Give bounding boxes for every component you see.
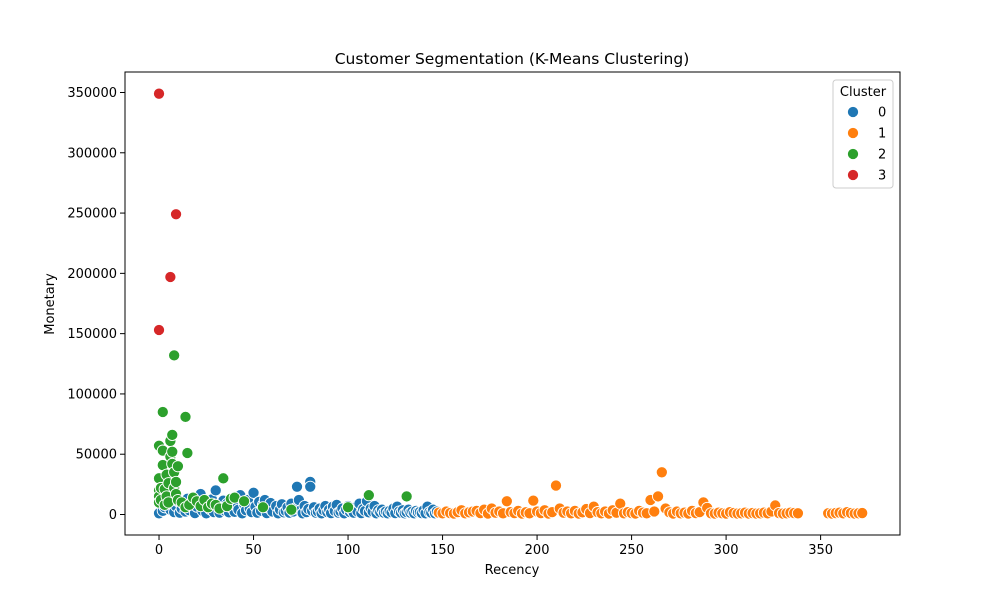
x-tick-label: 250 (619, 543, 644, 558)
point-cluster-0 (247, 486, 260, 499)
y-tick-label: 350000 (67, 86, 117, 101)
x-tick-label: 50 (245, 543, 262, 558)
legend-label-3: 3 (878, 169, 886, 184)
y-tick-label: 200000 (67, 267, 117, 282)
plot-area (125, 72, 900, 535)
point-cluster-2 (362, 489, 375, 502)
point-cluster-0 (209, 484, 222, 497)
point-cluster-2 (217, 472, 230, 485)
y-tick-label: 250000 (67, 207, 117, 222)
point-cluster-0 (290, 480, 304, 493)
legend-label-0: 0 (878, 106, 886, 121)
point-cluster-2 (168, 349, 181, 362)
point-cluster-1 (527, 494, 540, 507)
x-tick-label: 100 (336, 543, 361, 558)
legend-label-1: 1 (878, 127, 886, 142)
y-axis-label: Monetary (43, 273, 58, 335)
point-cluster-2 (171, 460, 184, 473)
point-cluster-2 (181, 446, 194, 460)
x-axis: 0 50 100 150 200 250 300 350 (155, 535, 833, 558)
point-cluster-2 (169, 475, 183, 489)
y-tick-label: 300000 (67, 146, 117, 161)
legend-marker-1 (846, 126, 860, 140)
legend-box (832, 79, 894, 189)
point-cluster-2 (179, 410, 192, 423)
y-tick-label: 0 (109, 508, 117, 523)
y-axis: 0 50000 100000 150000 200000 250000 300000 3500… (67, 86, 125, 523)
point-cluster-3 (152, 87, 166, 100)
point-cluster-3 (152, 323, 166, 337)
point-cluster-2 (238, 495, 251, 508)
legend: Cluster 0 1 2 3 (832, 79, 894, 189)
y-tick-label: 100000 (67, 387, 117, 402)
x-tick-label: 350 (808, 543, 833, 558)
point-cluster-2 (400, 490, 413, 503)
legend-marker-0 (846, 105, 860, 119)
point-cluster-1 (791, 507, 804, 520)
point-cluster-3 (169, 208, 183, 221)
y-tick-label: 50000 (76, 448, 117, 463)
chart-title: Customer Segmentation (K-Means Clusterin… (335, 50, 690, 68)
point-cluster-2 (166, 445, 179, 458)
legend-label-2: 2 (878, 148, 886, 163)
legend-title: Cluster (840, 85, 887, 100)
legend-marker-2 (846, 147, 860, 161)
point-cluster-3 (164, 270, 177, 284)
point-cluster-2 (285, 503, 298, 516)
point-cluster-1 (655, 466, 668, 479)
x-axis-label: Recency (485, 563, 540, 578)
points-layer (152, 87, 869, 520)
point-cluster-2 (166, 428, 179, 441)
point-cluster-0 (304, 480, 317, 493)
legend-marker-3 (846, 168, 860, 182)
point-cluster-2 (256, 501, 270, 514)
point-cluster-2 (341, 501, 355, 514)
x-tick-label: 300 (714, 543, 739, 558)
plot-frame (124, 71, 901, 536)
y-tick-label: 150000 (67, 327, 117, 342)
point-cluster-1 (648, 505, 661, 518)
point-cluster-1 (549, 479, 563, 492)
x-tick-label: 200 (525, 543, 550, 558)
point-cluster-1 (856, 507, 869, 520)
x-tick-label: 150 (430, 543, 455, 558)
point-cluster-2 (156, 405, 169, 419)
point-cluster-1 (500, 495, 513, 508)
point-cluster-1 (652, 490, 665, 503)
x-tick-label: 0 (155, 543, 163, 558)
